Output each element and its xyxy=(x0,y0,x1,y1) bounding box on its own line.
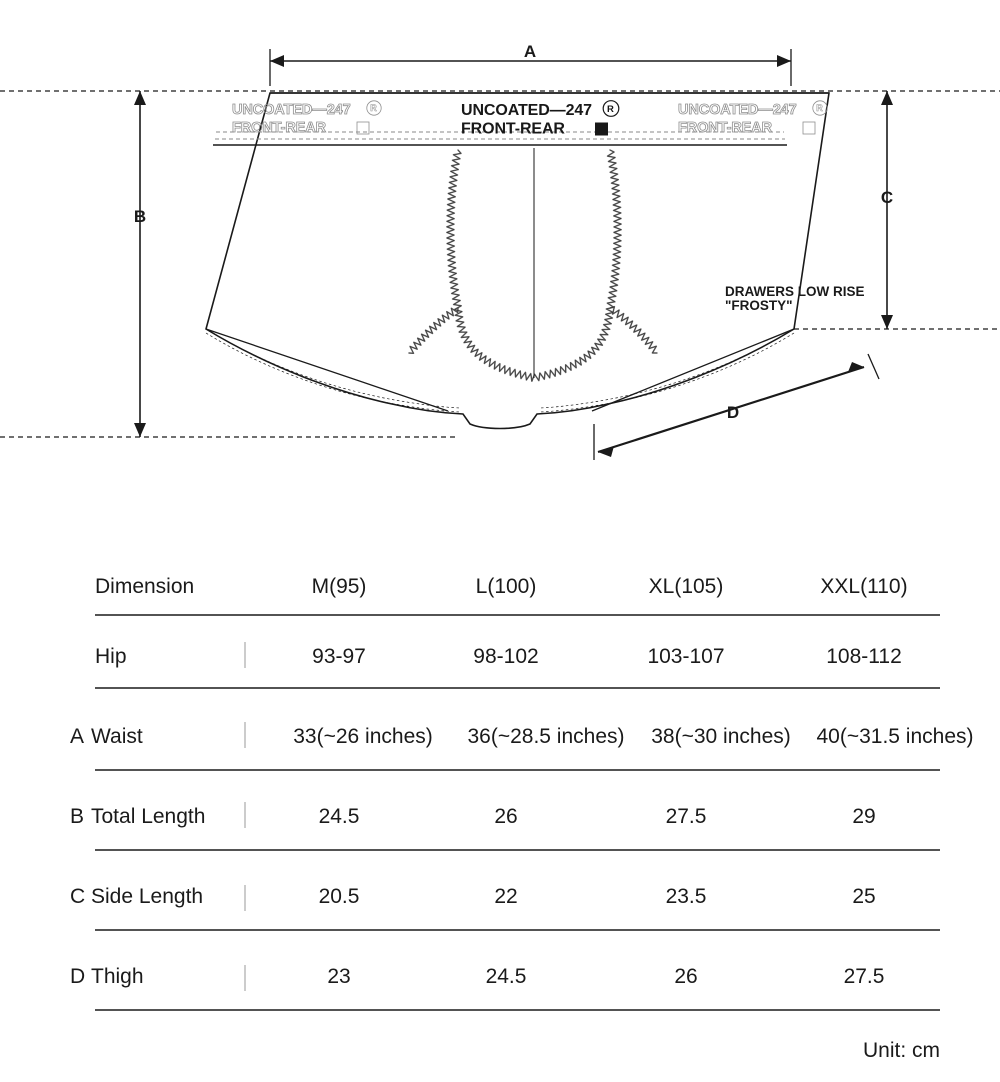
svg-text:R: R xyxy=(816,103,823,113)
svg-text:23.5: 23.5 xyxy=(666,885,707,908)
svg-text:M(95): M(95) xyxy=(312,575,367,598)
svg-text:23: 23 xyxy=(327,965,350,988)
svg-text:26: 26 xyxy=(674,965,697,988)
svg-text:B: B xyxy=(70,805,84,828)
svg-text:D: D xyxy=(727,403,739,422)
svg-text:Unit: cm: Unit: cm xyxy=(863,1039,940,1062)
svg-text:C: C xyxy=(881,188,893,207)
svg-text:93-97: 93-97 xyxy=(312,645,366,668)
svg-text:22: 22 xyxy=(494,885,517,908)
svg-text:103-107: 103-107 xyxy=(647,645,724,668)
svg-text:R: R xyxy=(607,104,614,115)
svg-text:33(~26 inches): 33(~26 inches) xyxy=(293,725,433,748)
svg-text:DRAWERS LOW RISE: DRAWERS LOW RISE xyxy=(725,284,865,299)
svg-text:FRONT-REAR: FRONT-REAR xyxy=(461,121,565,138)
svg-text:Thigh: Thigh xyxy=(91,965,144,988)
svg-text:L(100): L(100) xyxy=(476,575,537,598)
svg-text:B: B xyxy=(134,207,146,226)
svg-text:FRONT-REAR: FRONT-REAR xyxy=(232,120,327,136)
svg-text:FRONT-REAR: FRONT-REAR xyxy=(678,120,773,136)
svg-text:UNCOATED—247: UNCOATED—247 xyxy=(678,102,797,118)
svg-text:40(~31.5 inches): 40(~31.5 inches) xyxy=(816,725,973,748)
svg-text:Hip: Hip xyxy=(95,645,127,668)
svg-text:A: A xyxy=(70,725,84,748)
svg-text:D: D xyxy=(70,965,85,988)
svg-text:Dimension: Dimension xyxy=(95,575,194,598)
svg-text:29: 29 xyxy=(852,805,875,828)
svg-text:Waist: Waist xyxy=(91,725,143,748)
svg-text:36(~28.5 inches): 36(~28.5 inches) xyxy=(467,725,624,748)
svg-text:108-112: 108-112 xyxy=(826,645,902,668)
svg-text:UNCOATED—247: UNCOATED—247 xyxy=(232,102,351,118)
svg-text:38(~30 inches): 38(~30 inches) xyxy=(651,725,791,748)
svg-text:27.5: 27.5 xyxy=(844,965,885,988)
svg-text:98-102: 98-102 xyxy=(473,645,538,668)
svg-text:UNCOATED—247: UNCOATED—247 xyxy=(461,102,592,119)
svg-text:25: 25 xyxy=(852,885,875,908)
svg-text:XXL(110): XXL(110) xyxy=(820,575,907,598)
svg-text:24.5: 24.5 xyxy=(486,965,527,988)
svg-text:27.5: 27.5 xyxy=(666,805,707,828)
svg-text:XL(105): XL(105) xyxy=(649,575,724,598)
svg-text:R: R xyxy=(370,103,377,113)
svg-text:Side Length: Side Length xyxy=(91,885,203,908)
svg-text:24.5: 24.5 xyxy=(319,805,360,828)
svg-text:A: A xyxy=(524,42,536,61)
svg-text:Total Length: Total Length xyxy=(91,805,205,828)
svg-text:C: C xyxy=(70,885,85,908)
svg-text:26: 26 xyxy=(494,805,517,828)
svg-text:20.5: 20.5 xyxy=(319,885,360,908)
svg-text:"FROSTY": "FROSTY" xyxy=(725,298,793,313)
